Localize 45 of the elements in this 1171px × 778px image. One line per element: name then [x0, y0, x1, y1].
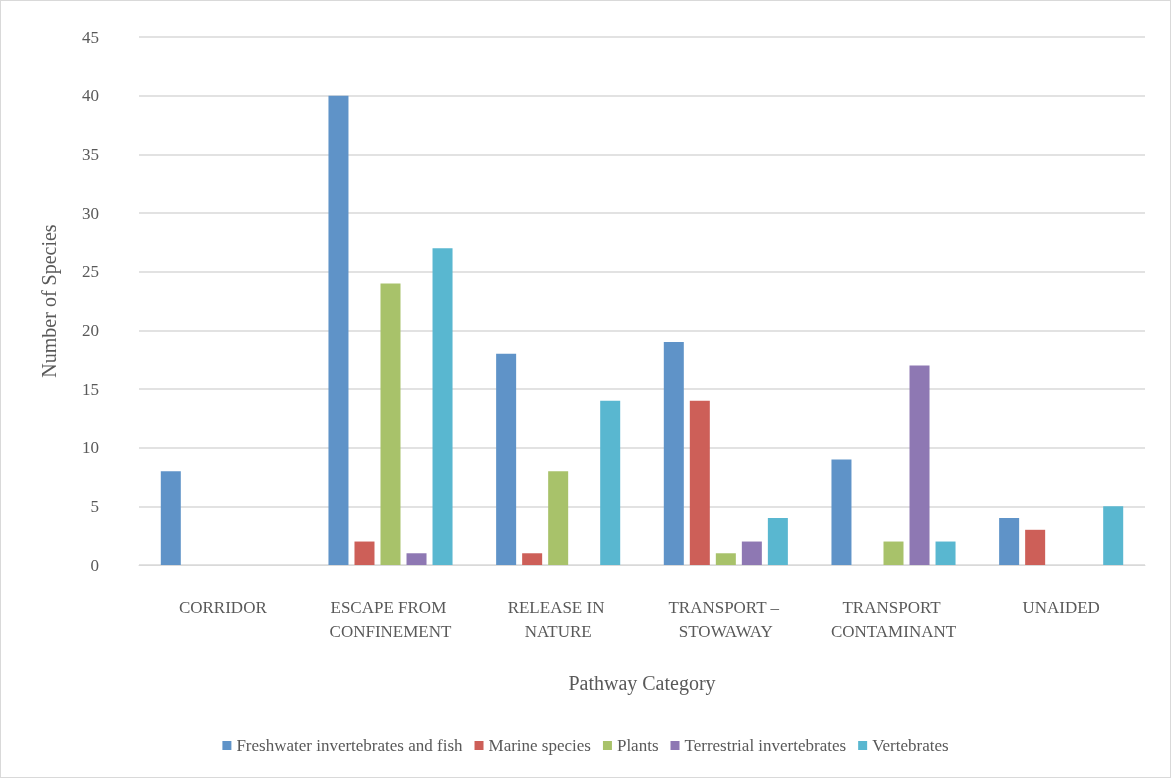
bar [406, 553, 427, 565]
y-tick-label: 15 [82, 379, 99, 399]
bar [663, 342, 684, 565]
bar [548, 471, 569, 565]
bar [741, 541, 762, 565]
y-tick-label: 10 [82, 438, 99, 458]
y-tick-label: 30 [82, 203, 99, 223]
y-tick-label: 35 [82, 144, 99, 164]
bar [689, 400, 710, 565]
x-tick-label: TRANSPORT – STOWAWAY [668, 597, 784, 641]
x-axis-title: Pathway Category [568, 672, 716, 695]
bar [496, 353, 517, 565]
legend-label: Plants [616, 736, 659, 755]
y-tick-label: 0 [90, 555, 99, 575]
bar [883, 541, 904, 565]
legend-label: Freshwater invertebrates and fish [236, 736, 464, 755]
bar [935, 541, 956, 565]
y-tick-label: 40 [82, 86, 99, 106]
legend-label: Marine species [488, 736, 591, 755]
legend-label: Vertebrates [872, 736, 949, 755]
y-tick-label: 5 [90, 496, 99, 516]
bar [767, 518, 788, 565]
y-tick-label: 25 [82, 262, 99, 282]
bar [328, 95, 349, 565]
legend-label: Terrestrial invertebrates [684, 736, 847, 755]
bar [522, 553, 543, 565]
x-tick-label: UNAIDED [1022, 597, 1100, 617]
bar [999, 518, 1020, 565]
x-tick-label: ESCAPE FROM CONFINEMENT [329, 597, 453, 641]
x-tick-label: CORRIDOR [178, 597, 268, 617]
bar [600, 400, 621, 565]
bar [380, 283, 401, 565]
bar [715, 553, 736, 565]
x-tick-label: RELEASE IN NATURE [507, 597, 609, 641]
bar [354, 541, 375, 565]
bar [1025, 529, 1046, 565]
y-tick-label: 45 [82, 27, 99, 47]
bar [909, 365, 930, 565]
y-tick-label: 20 [82, 320, 99, 340]
bar [432, 248, 453, 565]
x-tick-label: TRANSPORT CONTAMINANT [830, 597, 957, 641]
y-axis-title: Number of Species [38, 224, 61, 378]
bar [1103, 506, 1124, 565]
bar [831, 459, 852, 565]
bar [160, 471, 181, 565]
